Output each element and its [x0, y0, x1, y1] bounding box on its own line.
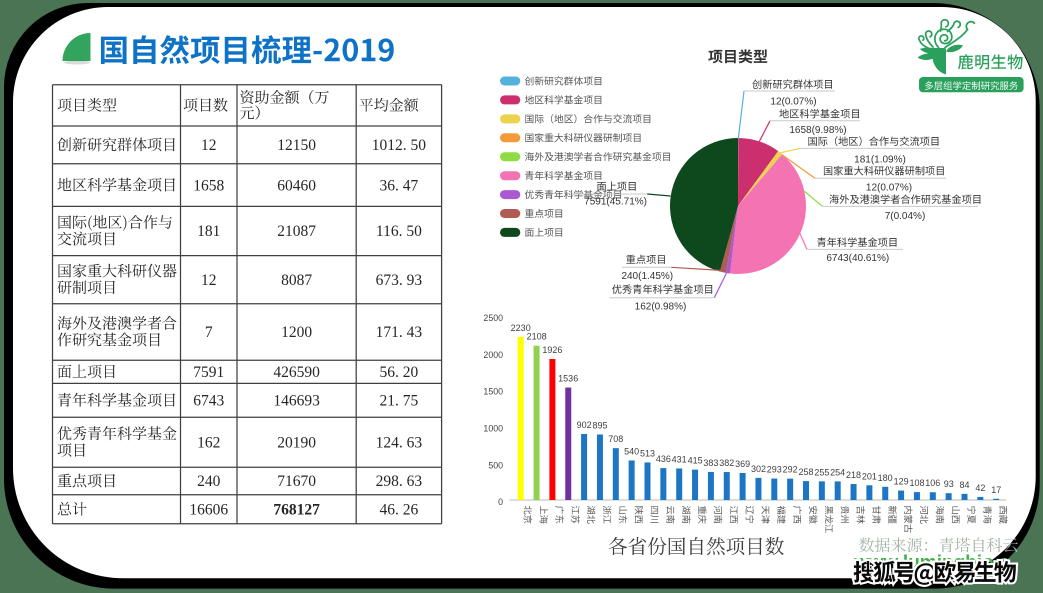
svg-text:292: 292: [783, 465, 798, 475]
svg-text:2230: 2230: [511, 323, 531, 333]
svg-text:382: 382: [719, 458, 734, 468]
svg-text:7: 7: [205, 324, 213, 341]
svg-text:673. 93: 673. 93: [376, 272, 423, 289]
svg-text:426590: 426590: [273, 364, 320, 381]
svg-text:895: 895: [592, 421, 607, 431]
svg-text:540: 540: [624, 447, 639, 457]
svg-text:21. 75: 21. 75: [380, 393, 419, 410]
svg-text:171. 43: 171. 43: [376, 324, 423, 341]
svg-text:180: 180: [878, 473, 893, 483]
svg-text:84: 84: [959, 480, 969, 490]
svg-text:902: 902: [577, 420, 592, 430]
svg-text:36. 47: 36. 47: [380, 177, 419, 194]
svg-text:2108: 2108: [527, 332, 547, 342]
svg-text:93: 93: [944, 479, 954, 489]
svg-text:436: 436: [656, 454, 671, 464]
svg-text:162(0.98%): 162(0.98%): [635, 302, 687, 313]
svg-text:12150: 12150: [277, 137, 316, 154]
svg-text:162: 162: [197, 434, 220, 451]
svg-text:201: 201: [862, 471, 877, 481]
svg-text:181(1.09%): 181(1.09%): [854, 155, 906, 166]
svg-text:8087: 8087: [281, 272, 312, 289]
svg-text:146693: 146693: [273, 393, 320, 410]
svg-text:124. 63: 124. 63: [376, 434, 423, 451]
svg-text:2500: 2500: [483, 313, 503, 323]
svg-text:1500: 1500: [483, 387, 503, 397]
svg-text:293: 293: [767, 465, 782, 475]
svg-text:7591: 7591: [193, 364, 224, 381]
svg-text:2000: 2000: [483, 350, 503, 360]
svg-text:218: 218: [846, 470, 861, 480]
svg-text:0: 0: [498, 497, 503, 507]
svg-text:302: 302: [751, 464, 766, 474]
svg-text:1200: 1200: [281, 324, 312, 341]
svg-text:240(1.45%): 240(1.45%): [621, 271, 673, 282]
svg-text:1536: 1536: [558, 374, 578, 384]
svg-text:768127: 768127: [273, 502, 320, 519]
svg-text:1658: 1658: [193, 177, 224, 194]
svg-text:12(0.07%): 12(0.07%): [770, 96, 816, 107]
svg-text:240: 240: [197, 473, 221, 490]
svg-text:298. 63: 298. 63: [376, 473, 423, 490]
svg-text:513: 513: [640, 448, 655, 458]
svg-text:255: 255: [814, 467, 829, 477]
svg-text:12: 12: [201, 137, 217, 154]
svg-text:17: 17: [991, 485, 1001, 495]
svg-text:16606: 16606: [189, 502, 228, 519]
svg-text:108: 108: [909, 478, 924, 488]
svg-text:258: 258: [798, 467, 813, 477]
svg-text:1012. 50: 1012. 50: [372, 137, 427, 154]
svg-text:181: 181: [197, 223, 220, 240]
svg-text:56. 20: 56. 20: [380, 364, 419, 381]
svg-text:500: 500: [488, 460, 503, 470]
svg-text:431: 431: [672, 455, 687, 465]
svg-text:7591(45.71%): 7591(45.71%): [584, 197, 647, 208]
svg-text:20190: 20190: [277, 434, 316, 451]
svg-text:383: 383: [703, 458, 718, 468]
svg-text:6743(40.61%): 6743(40.61%): [826, 253, 889, 264]
svg-text:21087: 21087: [277, 223, 316, 240]
svg-text:106: 106: [925, 478, 940, 488]
svg-text:6743: 6743: [193, 393, 224, 410]
svg-text:12: 12: [201, 272, 217, 289]
svg-text:42: 42: [975, 483, 985, 493]
svg-text:708: 708: [608, 434, 623, 444]
svg-text:7(0.04%): 7(0.04%): [885, 211, 926, 222]
svg-text:1926: 1926: [542, 345, 562, 355]
svg-text:60460: 60460: [277, 177, 316, 194]
svg-text:46. 26: 46. 26: [380, 502, 419, 519]
svg-text:12(0.07%): 12(0.07%): [866, 183, 912, 194]
svg-text:254: 254: [830, 467, 845, 477]
svg-text:129: 129: [894, 477, 909, 487]
svg-text:1000: 1000: [483, 424, 503, 434]
svg-text:71670: 71670: [277, 473, 316, 490]
svg-text:116. 50: 116. 50: [376, 223, 422, 240]
svg-text:369: 369: [735, 459, 750, 469]
svg-text:1658(9.98%): 1658(9.98%): [789, 125, 846, 136]
svg-text:415: 415: [688, 456, 703, 466]
